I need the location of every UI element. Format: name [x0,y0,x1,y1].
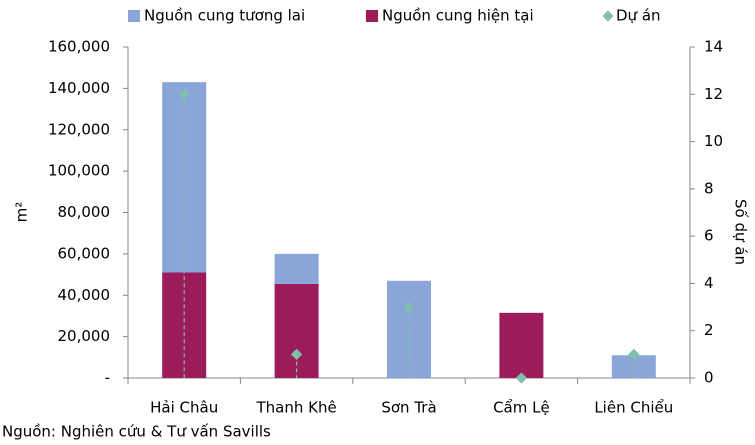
x-tick-label: Liên Chiểu [594,399,673,417]
legend-swatch [602,10,614,22]
bar-segment [611,355,656,378]
y-tick-label: 40,000 [58,286,111,304]
y2-axis-label: Số dự án [732,199,750,265]
x-tick-label: Sơn Trà [381,399,436,417]
y2-tick-label: 2 [704,321,714,339]
x-tick-label: Hải Châu [150,399,218,417]
y-axis-label: m² [13,202,31,223]
legend-label: Nguồn cung hiện tại [382,7,534,25]
y-tick-label: 140,000 [48,79,110,97]
legend-swatch [366,10,378,22]
bar-segment [274,253,319,284]
y2-tick-label: 6 [704,227,714,245]
legend-swatch [128,10,140,22]
bar-segment [499,312,544,378]
bar-segment [162,82,207,273]
y-tick-label: 160,000 [48,38,110,56]
x-tick-label: Thanh Khê [255,399,336,417]
y2-tick-label: 8 [704,179,714,197]
y2-tick-label: 4 [704,274,714,292]
y2-tick-label: 0 [704,369,714,387]
y-tick-label: 120,000 [48,120,110,138]
y-tick-label: - [105,369,110,387]
point [628,348,640,361]
x-tick-label: Cẩm Lệ [493,399,550,417]
y2-tick-label: 14 [704,38,723,56]
legend-label: Nguồn cung tương lai [144,7,305,25]
source-note: Nguồn: Nghiên cứu & Tư vấn Savills [2,423,271,441]
y2-tick-label: 10 [704,132,723,150]
point [290,348,303,361]
y-tick-label: 60,000 [58,244,111,262]
point [403,301,415,313]
y-tick-label: 100,000 [48,162,110,180]
y-tick-label: 80,000 [58,203,111,221]
legend-label: Dự án [616,7,661,25]
point [515,372,528,384]
y2-tick-label: 12 [704,85,723,103]
y-tick-label: 20,000 [58,327,111,345]
